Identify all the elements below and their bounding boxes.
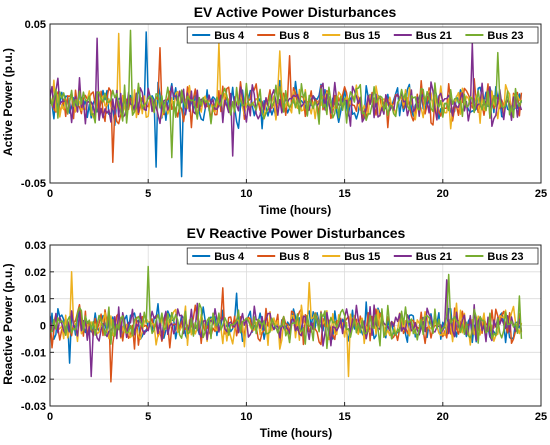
series-line-bus-8: [50, 287, 523, 383]
chart-title: EV Active Power Disturbances: [194, 4, 397, 20]
x-tick-label: 5: [145, 411, 151, 423]
reactive-power-chart: EV Reactive Power Disturbances Reactive …: [1, 225, 547, 440]
x-tick-label: 10: [240, 411, 252, 423]
legend-item: Bus 23: [465, 251, 523, 263]
legend-label: Bus 4: [214, 30, 245, 42]
x-tick-label: 25: [535, 188, 547, 200]
axes-frame: [49, 23, 542, 184]
legend-label: Bus 8: [279, 30, 309, 42]
legend-item: Bus 21: [393, 30, 452, 42]
x-tick-label: 15: [338, 411, 350, 423]
y-tick-label: 0.05: [25, 19, 46, 31]
legend-label: Bus 21: [416, 251, 452, 263]
y-tick-label: -0.02: [21, 374, 46, 386]
chart-title: EV Reactive Power Disturbances: [187, 225, 406, 241]
x-tick-label: 0: [47, 188, 53, 200]
legend: Bus 4 Bus 8 Bus 15 Bus 21 Bus 23: [186, 26, 539, 44]
y-tick-label: -0.01: [21, 347, 46, 359]
legend-item: Bus 21: [393, 251, 452, 263]
series-line-bus-23: [50, 29, 523, 159]
x-tick-label: 20: [437, 188, 449, 200]
y-tick-label: 0: [40, 321, 46, 333]
legend-item: Bus 8: [257, 251, 309, 263]
x-tick-label: 20: [437, 411, 449, 423]
legend: Bus 4 Bus 8 Bus 15 Bus 21 Bus 23: [186, 247, 539, 265]
x-tick-label: 5: [145, 188, 151, 200]
legend-label: Bus 4: [214, 251, 245, 263]
x-axis-label: Time (hours): [259, 203, 331, 217]
legend-item: Bus 8: [257, 30, 309, 42]
legend-item: Bus 23: [465, 30, 523, 42]
legend-label: Bus 8: [279, 251, 309, 263]
legend-label: Bus 21: [416, 30, 452, 42]
series-line-bus-21: [50, 279, 523, 378]
x-axis-label: Time (hours): [260, 426, 332, 440]
x-tick-label: 25: [535, 411, 547, 423]
y-tick-label: 0.03: [25, 240, 46, 252]
legend-item: Bus 15: [322, 30, 380, 42]
x-tick-label: 15: [338, 188, 350, 200]
x-tick-label: 0: [47, 411, 53, 423]
y-tick-label: -0.05: [21, 178, 46, 190]
legend-box: [186, 247, 539, 265]
y-tick-label: -0.03: [21, 401, 46, 413]
legend-label: Bus 15: [344, 30, 380, 42]
legend-label: Bus 15: [344, 251, 380, 263]
legend-item: Bus 4: [192, 251, 245, 263]
plot-area: 0 5 10 15 20 25 -0.03 -0.02 -0.01 0 0.01 0.02 0.03 Bu…: [21, 240, 547, 423]
series-line-bus-23: [50, 265, 523, 350]
legend-item: Bus 4: [192, 30, 245, 42]
legend-box: [186, 26, 539, 44]
y-tick-label: 0.02: [25, 267, 46, 279]
active-power-chart: EV Active Power Disturbances Active Powe…: [1, 4, 547, 217]
legend-label: Bus 23: [487, 30, 523, 42]
y-axis-label: Reactive Power (p.u.): [1, 263, 15, 384]
x-tick-label: 10: [240, 188, 252, 200]
plot-area: 0 5 10 15 20 25 -0.05 0.05 Bus 4 Bus 8 Bus 15 Bus 2…: [21, 19, 547, 200]
y-axis-label: Active Power (p.u.): [1, 48, 15, 156]
legend-label: Bus 23: [487, 251, 523, 263]
legend-item: Bus 15: [322, 251, 380, 263]
y-tick-label: 0.01: [25, 294, 46, 306]
